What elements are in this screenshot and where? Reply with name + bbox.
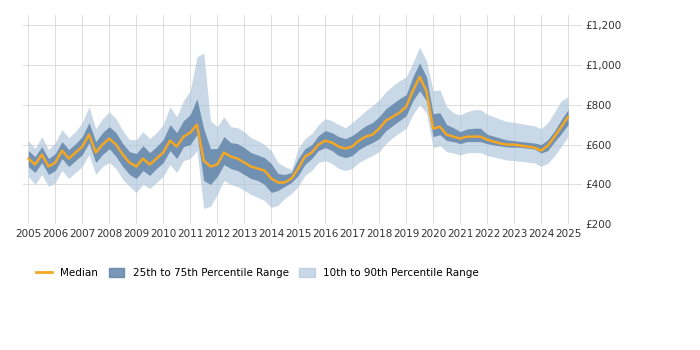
Legend: Median, 25th to 75th Percentile Range, 10th to 90th Percentile Range: Median, 25th to 75th Percentile Range, 1… [32, 264, 483, 282]
